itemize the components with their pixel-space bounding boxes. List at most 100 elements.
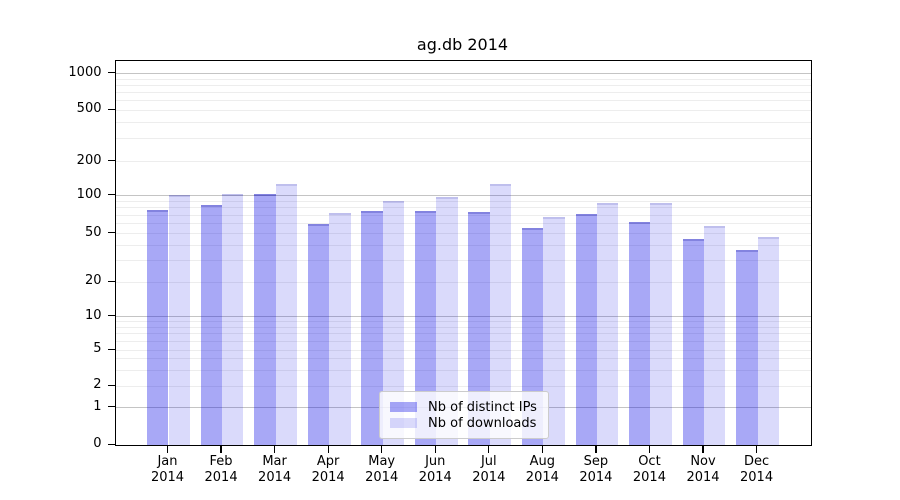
bar-downloads-may (382, 200, 405, 445)
minor-gridline-8 (116, 327, 811, 329)
minor-gridline-4 (116, 358, 811, 360)
x-tick-mark (648, 445, 651, 453)
x-tick-label-dec: Dec 2014 (740, 454, 774, 485)
x-tick-label-sep: Sep 2014 (579, 454, 613, 485)
minor-gridline-200 (116, 161, 811, 163)
minor-gridline-5 (116, 349, 811, 351)
bar-distinct-ips-jul (468, 212, 490, 445)
major-gridline-10 (116, 316, 811, 318)
bar-downloads-jul (489, 184, 512, 445)
minor-gridline-3 (116, 369, 811, 371)
y-tick-mark (107, 315, 115, 317)
bar-downloads-feb (222, 193, 244, 445)
minor-gridline-9 (116, 321, 811, 323)
bar-distinct-ips-oct (629, 221, 651, 445)
y-tick-mark (107, 108, 115, 110)
minor-gridline-50 (116, 233, 811, 235)
y-tick-label: 0 (93, 436, 102, 451)
y-tick-label: 100 (76, 186, 102, 202)
major-gridline-1000 (116, 73, 811, 75)
bar-downloads-dec (757, 236, 779, 445)
y-tick-label: 10 (84, 307, 102, 323)
minor-gridline-20 (116, 281, 811, 283)
x-tick-mark (166, 445, 169, 453)
bar-downloads-mar (275, 184, 297, 445)
bar-downloads-jun (436, 196, 458, 445)
x-tick-mark (220, 445, 222, 453)
x-tick-label-mar: Mar 2014 (258, 454, 292, 485)
y-tick-mark (107, 232, 115, 234)
bar-distinct-ips-apr (307, 223, 330, 445)
legend-label-downloads: Nb of downloads (428, 415, 537, 431)
y-tick-mark (107, 443, 115, 445)
minor-gridline-500 (116, 109, 811, 111)
y-tick-label: 20 (84, 273, 102, 288)
y-tick-label: 1 (93, 398, 102, 414)
minor-gridline-400 (116, 122, 811, 124)
minor-gridline-900 (116, 78, 811, 80)
bar-distinct-ips-sep (575, 213, 597, 445)
major-gridline-100 (116, 195, 811, 197)
minor-gridline-80 (116, 207, 811, 209)
legend-label-distinct-ips: Nb of distinct IPs (428, 399, 537, 415)
bar-distinct-ips-dec (736, 249, 758, 445)
legend-item-downloads: Nb of downloads (390, 415, 538, 431)
y-tick-mark (107, 72, 115, 74)
minor-gridline-300 (116, 138, 811, 140)
legend: Nb of distinct IPs Nb of downloads (379, 391, 549, 439)
y-tick-label: 5 (93, 341, 102, 357)
x-tick-label-oct: Oct 2014 (632, 454, 666, 485)
x-tick-label-aug: Aug 2014 (525, 454, 559, 485)
bar-distinct-ips-nov (682, 239, 704, 445)
bar-downloads-jan (168, 195, 190, 445)
x-tick-label-jun: Jun 2014 (418, 454, 452, 485)
bar-downloads-nov (704, 225, 726, 445)
legend-swatch-downloads (390, 418, 417, 428)
x-tick-label-jul: Jul 2014 (472, 454, 506, 485)
minor-gridline-2 (116, 385, 811, 387)
bar-downloads-apr (329, 212, 351, 445)
minor-gridline-6 (116, 340, 811, 342)
bar-distinct-ips-may (361, 210, 383, 445)
minor-gridline-40 (116, 244, 811, 246)
x-tick-mark (702, 445, 704, 453)
legend-swatch-distinct-ips (390, 402, 417, 412)
minor-gridline-800 (116, 84, 811, 86)
bar-distinct-ips-aug (521, 228, 544, 445)
x-tick-label-may: May 2014 (365, 454, 399, 485)
plot-area: Nb of distinct IPs Nb of downloads (115, 60, 812, 446)
minor-gridline-7 (116, 333, 811, 335)
minor-gridline-600 (116, 99, 811, 101)
y-tick-label: 2 (93, 377, 102, 392)
chart-title: ag.db 2014 (416, 35, 509, 54)
y-tick-label: 500 (76, 101, 102, 116)
x-tick-mark (327, 445, 329, 453)
y-tick-mark (107, 160, 115, 162)
x-tick-label-nov: Nov 2014 (686, 454, 720, 485)
x-tick-mark (381, 445, 383, 453)
x-tick-mark (434, 445, 436, 453)
y-tick-mark (107, 194, 115, 196)
y-tick-mark (107, 384, 115, 386)
minor-gridline-70 (116, 214, 811, 216)
bar-distinct-ips-feb (200, 205, 223, 445)
bar-downloads-aug (543, 216, 565, 445)
minor-gridline-60 (116, 223, 811, 225)
y-tick-mark (107, 406, 115, 408)
x-tick-label-feb: Feb 2014 (204, 454, 238, 485)
x-tick-mark (274, 445, 276, 453)
bar-distinct-ips-jun (414, 210, 437, 445)
bar-downloads-oct (650, 202, 672, 445)
minor-gridline-90 (116, 200, 811, 202)
x-tick-mark (755, 445, 758, 453)
x-tick-mark (595, 445, 597, 453)
bar-distinct-ips-jan (147, 210, 169, 445)
y-tick-label: 50 (84, 224, 102, 240)
minor-gridline-30 (116, 260, 811, 262)
x-tick-mark (488, 445, 490, 453)
y-tick-label: 1000 (68, 64, 102, 80)
bar-downloads-sep (596, 202, 619, 445)
minor-gridline-700 (116, 91, 811, 93)
y-tick-label: 200 (76, 152, 102, 168)
